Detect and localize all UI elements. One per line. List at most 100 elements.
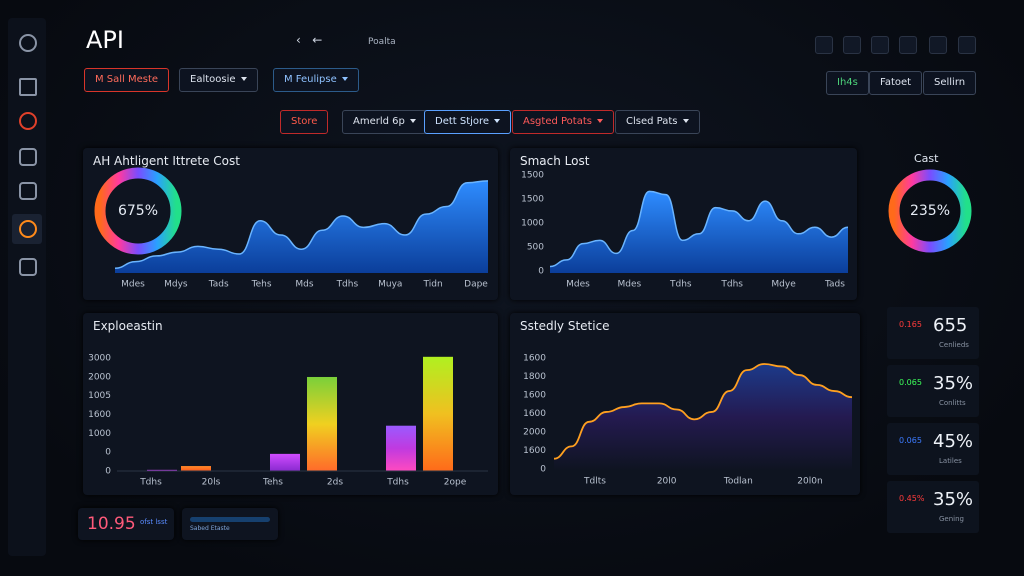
sidebar: [8, 18, 46, 556]
lost-panel: Smach Lost 1500 1500 1000 500 0 Mdes Mdes Tdhs T…: [510, 148, 857, 300]
stat-sub: Latiles: [939, 457, 962, 465]
nav-icon[interactable]: [19, 34, 37, 52]
nav-icon[interactable]: [19, 112, 37, 130]
x-tick-label: Mdes: [618, 280, 642, 290]
nav-icon[interactable]: [19, 182, 37, 200]
exploration-panel: Exploeastin 3000 2000 1005 1600 1000 0 0 Tdhs 20…: [83, 313, 498, 495]
stat-card: 0.065 45% Latiles: [887, 423, 979, 475]
breadcrumb[interactable]: Poalta: [368, 37, 396, 47]
progress: [190, 517, 270, 522]
donut-ring: [888, 169, 972, 253]
tab[interactable]: Dett Stjore: [424, 110, 512, 134]
y-tick-label: 1800: [523, 372, 546, 382]
panel-title: Cast: [914, 152, 939, 165]
tab-text: Dett Stjore: [435, 116, 490, 127]
y-tick-label: 1500: [521, 195, 544, 205]
y-tick-label: 1500: [521, 171, 544, 181]
x-tick-label: Mdes: [566, 280, 590, 290]
stat-delta: 0.065: [899, 378, 922, 387]
stat-card: 0.45% 35% Gening: [887, 481, 979, 533]
tool-icon[interactable]: [929, 36, 947, 54]
y-tick-label: 1600: [523, 391, 546, 401]
nav-icon[interactable]: [19, 78, 37, 96]
donut-panel: Cast 235%: [868, 148, 992, 300]
filter-chip[interactable]: M Feulipse: [273, 68, 359, 92]
y-tick-label: 1600: [523, 409, 546, 419]
service-chart: 1600 1800 1600 1600 2000 1600 0 Tdlts 20l0 Todlan…: [523, 354, 853, 487]
action-button[interactable]: Fatoet: [869, 71, 923, 95]
stat-card: 0.065 35% Conlitts: [887, 365, 979, 417]
panel-title: Exploeastin: [93, 319, 163, 333]
stat-delta: 0.065: [899, 436, 922, 445]
bottom-sub: ofst lsst: [140, 518, 168, 526]
action-button[interactable]: Ih4s: [826, 71, 869, 95]
nav-arrows[interactable]: ‹ ←: [296, 33, 323, 47]
nav-icon[interactable]: [19, 148, 37, 166]
nav-icon[interactable]: [19, 220, 37, 238]
stat-sub: Gening: [939, 515, 964, 523]
x-tick-label: Tidn: [423, 280, 443, 290]
tab-text: Store: [291, 116, 318, 127]
y-tick-label: 1600: [88, 410, 111, 420]
y-tick-label: 1000: [521, 219, 544, 229]
bar: [386, 425, 416, 471]
cost-chart: 675% Mdes Mdys Tads Tehs Mds Tdhs Muya Tidn Dape: [94, 167, 489, 290]
bar: [147, 469, 177, 471]
stat-sub: Conlitts: [939, 399, 966, 407]
x-tick-label: Tads: [208, 280, 229, 290]
y-tick-label: 0: [105, 448, 111, 458]
exploration-chart: 3000 2000 1005 1600 1000 0 0 Tdhs 20ls Tehs 2ds Tdh…: [88, 354, 488, 488]
y-tick-label: 1600: [523, 354, 546, 364]
tool-icon[interactable]: [843, 36, 861, 54]
bottom-bar: Sabed Etaste: [182, 508, 278, 540]
stat-value: 35%: [933, 489, 974, 510]
tab[interactable]: Asgted Potats: [512, 110, 614, 134]
tool-icon[interactable]: [958, 36, 976, 54]
y-tick-label: 2000: [88, 372, 111, 382]
donut-label: 235%: [910, 203, 950, 219]
x-tick-label: 20ls: [202, 478, 221, 488]
nav-icon[interactable]: [19, 258, 37, 276]
bar: [423, 356, 453, 471]
bar: [181, 466, 211, 471]
caret: [240, 77, 247, 81]
tab-text: Amerld 6p: [353, 116, 405, 127]
caret: [596, 119, 603, 123]
tool-icon[interactable]: [871, 36, 889, 54]
x-tick-label: Tads: [824, 280, 845, 290]
donut-label: 675%: [118, 203, 158, 219]
filter-chip[interactable]: M Sall Meste: [84, 68, 170, 92]
bar: [307, 376, 337, 471]
area-line: [114, 180, 489, 269]
filter-text: M Feulipse: [284, 74, 337, 85]
area: [115, 180, 488, 273]
area: [554, 363, 852, 471]
stat-card: 0.165 655 Cenlieds: [887, 307, 979, 359]
x-tick-label: Tdlts: [583, 477, 606, 487]
bottom-stat: 10.95 ofst lsst: [78, 508, 174, 540]
x-tick-label: 2ds: [327, 478, 343, 488]
caret: [341, 77, 348, 81]
tool-icon[interactable]: [815, 36, 833, 54]
x-tick-label: Mdys: [164, 280, 188, 290]
tab[interactable]: Amerld 6p: [342, 110, 427, 134]
x-tick-label: Dape: [464, 280, 488, 290]
stat-value: 35%: [933, 373, 974, 394]
filter-text: Ealtoosie: [190, 74, 236, 85]
tab[interactable]: Store: [280, 110, 329, 134]
tab[interactable]: Clsed Pats: [615, 110, 700, 134]
y-tick-label: 0: [538, 267, 544, 277]
panel-title: Sstedly Stetice: [520, 319, 610, 333]
x-tick-label: 20l0: [657, 477, 677, 487]
tab-text: Clsed Pats: [626, 116, 678, 127]
action-button[interactable]: Sellirn: [923, 71, 977, 95]
stat-value: 655: [933, 315, 968, 336]
x-tick-label: Tehs: [262, 478, 283, 488]
area-line: [553, 363, 853, 460]
filter-chip[interactable]: Ealtoosie: [179, 68, 258, 92]
tool-icon[interactable]: [899, 36, 917, 54]
x-tick-label: Muya: [378, 280, 402, 290]
area-line: [549, 190, 849, 268]
caret: [494, 119, 501, 123]
